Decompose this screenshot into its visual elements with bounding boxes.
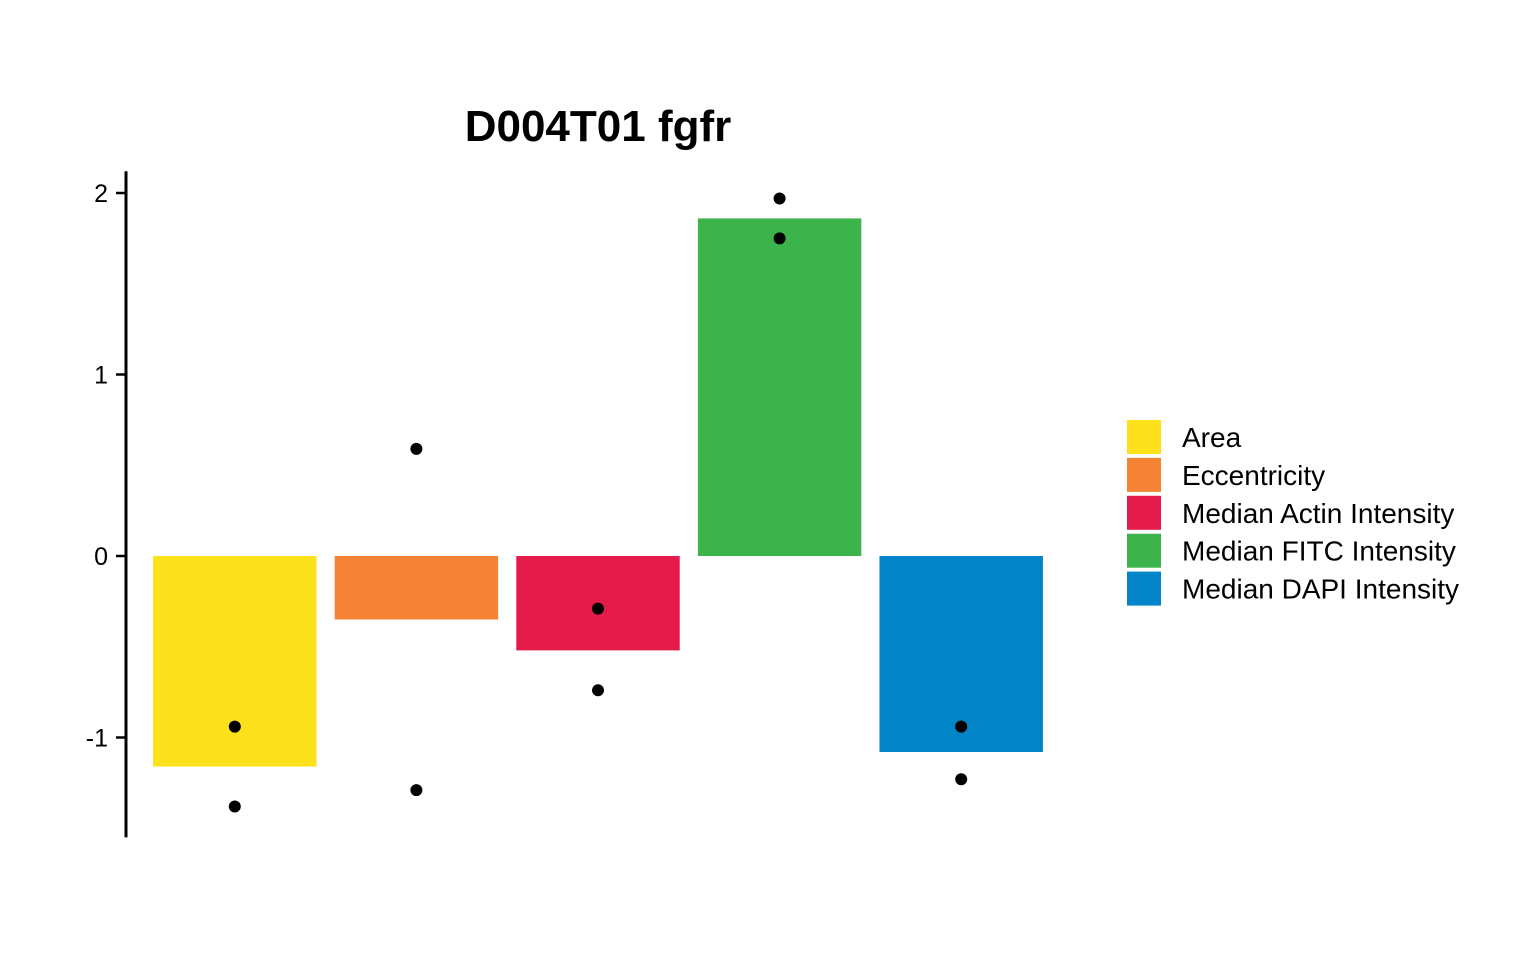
data-point bbox=[228, 800, 241, 813]
data-point bbox=[592, 684, 604, 697]
plot-area bbox=[153, 192, 1043, 813]
data-point bbox=[410, 784, 423, 797]
data-point bbox=[955, 720, 968, 733]
legend-label: Eccentricity bbox=[1182, 460, 1325, 491]
legend-label: Median Actin Intensity bbox=[1182, 498, 1454, 529]
legend: Area Eccentricity Median Actin Intensity Me… bbox=[1127, 420, 1459, 606]
legend-key-area bbox=[1127, 420, 1161, 454]
y-tick-label: 1 bbox=[94, 362, 108, 390]
bar-area bbox=[153, 556, 317, 767]
legend-label: Median FITC Intensity bbox=[1182, 536, 1456, 567]
y-tick-label: 0 bbox=[94, 543, 108, 571]
data-point bbox=[228, 720, 241, 733]
y-tick-label: 2 bbox=[94, 180, 108, 208]
legend-label: Median DAPI Intensity bbox=[1182, 574, 1459, 605]
data-point bbox=[773, 192, 786, 205]
legend-key-median-actin-intensity bbox=[1127, 495, 1161, 530]
data-point bbox=[955, 773, 968, 786]
bar-median-fitc-intensity bbox=[697, 218, 862, 556]
legend-label: Area bbox=[1182, 422, 1242, 453]
legend-key-median-fitc-intensity bbox=[1127, 533, 1161, 568]
chart-title: D004T01 fgfr bbox=[465, 102, 732, 151]
legend-key-median-dapi-intensity bbox=[1127, 571, 1161, 606]
y-axis: 2 1 0 -1 bbox=[86, 171, 128, 838]
data-point bbox=[592, 602, 604, 615]
legend-key-eccentricity bbox=[1127, 457, 1161, 492]
bar-eccentricity bbox=[334, 556, 499, 620]
data-point bbox=[410, 442, 423, 455]
bar-median-dapi-intensity bbox=[879, 556, 1043, 753]
y-tick-label: -1 bbox=[86, 725, 108, 753]
data-point bbox=[773, 232, 786, 245]
